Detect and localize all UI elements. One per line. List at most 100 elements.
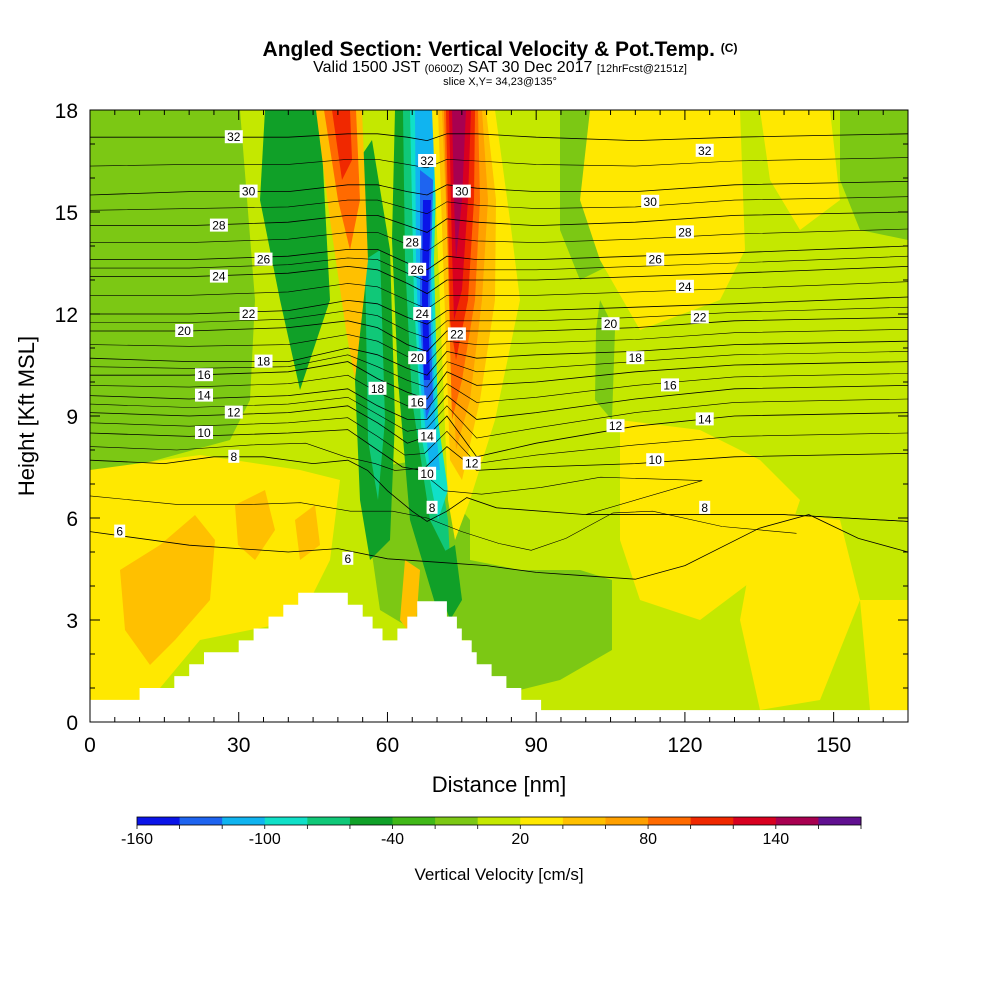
contour-label: 22 xyxy=(693,310,707,324)
theta-contour-26 xyxy=(90,245,908,271)
theta-contour-30 xyxy=(90,181,908,196)
contour-label: 24 xyxy=(416,307,430,321)
contour-label-bg xyxy=(403,235,422,249)
contour-label: 8 xyxy=(701,501,708,515)
contour-label-bg xyxy=(699,500,711,514)
chart-title-block: Angled Section: Vertical Velocity & Pot.… xyxy=(0,36,1000,88)
contour-label: 14 xyxy=(197,389,211,403)
colorbar-tick-label: 20 xyxy=(511,831,529,848)
contour-label-bg xyxy=(462,456,481,470)
contour-label: 6 xyxy=(344,552,351,566)
y-axis-title: Height [Kft MSL] xyxy=(14,336,39,496)
colorbar-swatch xyxy=(562,817,606,825)
contour-label: 12 xyxy=(609,419,623,433)
contour-label: 18 xyxy=(629,351,643,365)
contour-label: 20 xyxy=(178,324,192,338)
contour-label-bg xyxy=(175,324,194,337)
colorbar-tick-label: 140 xyxy=(762,831,789,848)
contour-label: 14 xyxy=(420,429,434,443)
theta-contours xyxy=(90,133,908,580)
contour-label-bg xyxy=(695,412,714,426)
x-tick-label: 0 xyxy=(84,734,96,757)
contour-label: 20 xyxy=(604,317,618,331)
contour-label-bg xyxy=(606,419,625,433)
theta-contour-28 xyxy=(90,211,908,233)
contour-label: 30 xyxy=(242,185,256,199)
colorbar-frame xyxy=(136,816,862,826)
valid-zulu: (0600Z) xyxy=(424,63,464,75)
contour-label-bg xyxy=(209,269,228,283)
contour-label-bg xyxy=(601,317,620,331)
colorbar-swatch xyxy=(690,817,734,825)
valid-date: SAT 30 Dec 2017 xyxy=(467,59,593,76)
colorbar-tick-label: -160 xyxy=(121,831,153,848)
contour-labels: 32 30 28 26 24 22 20 18 16 14 12 10 8 6 6 18 32 30 28 26 24 2… xyxy=(114,130,714,566)
title-unit: (C) xyxy=(720,41,738,55)
contour-label: 8 xyxy=(429,501,436,515)
y-tick-label: 15 xyxy=(55,202,78,225)
colorbar-swatch xyxy=(392,817,436,825)
theta-contour-minor xyxy=(90,373,908,410)
contour-label: 20 xyxy=(411,351,425,365)
contour-label-bg xyxy=(695,143,714,157)
contour-label-bg xyxy=(418,154,437,167)
y-tick-label: 3 xyxy=(66,610,78,633)
contour-label-bg xyxy=(114,524,126,538)
theta-contour-minor xyxy=(90,417,908,464)
contour-label-bg xyxy=(675,279,694,293)
colorbar-title: Vertical Velocity [cm/s] xyxy=(414,865,583,884)
colorbar-swatch xyxy=(477,817,521,825)
contour-label: 22 xyxy=(450,327,464,341)
contour-label: 16 xyxy=(663,378,677,392)
contour-label: 24 xyxy=(212,270,226,284)
terrain xyxy=(90,592,908,722)
colorbar-swatch xyxy=(818,817,862,825)
x-tick-label: 120 xyxy=(667,734,702,757)
colorbar-swatch xyxy=(520,817,564,825)
contour-label: 18 xyxy=(257,355,271,369)
theta-contour-minor xyxy=(90,396,908,439)
theta-contour-22 xyxy=(90,296,908,325)
contour-label: 12 xyxy=(227,406,241,420)
contour-label: 12 xyxy=(465,457,479,471)
colorbar-swatch xyxy=(264,817,308,825)
contour-label-bg xyxy=(224,130,243,144)
contour-label: 16 xyxy=(197,368,211,382)
contour-label-bg xyxy=(228,449,240,463)
theta-contour-minor xyxy=(90,495,797,551)
contour-label-bg xyxy=(646,453,665,467)
colorbar-swatch xyxy=(435,817,479,825)
theta-contour-32 xyxy=(90,133,908,142)
contour-label-bg xyxy=(408,351,427,365)
contour-label-bg xyxy=(195,426,213,439)
contour-label-bg xyxy=(641,194,660,208)
contour-label-bg xyxy=(413,307,432,320)
theta-contour-16 xyxy=(90,361,908,400)
y-tick-label: 0 xyxy=(66,712,78,735)
contour-label-bg xyxy=(661,378,679,392)
theta-contour-minor xyxy=(90,306,908,339)
contour-label: 8 xyxy=(230,450,237,464)
y-tick-label: 18 xyxy=(55,100,78,123)
theta-contour-24 xyxy=(90,265,908,295)
contour-label: 10 xyxy=(649,453,663,467)
theta-contour-20 xyxy=(90,317,908,352)
y-tick-label: 6 xyxy=(66,508,78,531)
slice-info: slice X,Y= 34,23@135° xyxy=(443,76,557,88)
x-axis-title: Distance [nm] xyxy=(432,772,567,797)
colorbar xyxy=(136,816,862,829)
contour-label-bg xyxy=(254,354,273,368)
x-tick-label: 90 xyxy=(525,734,548,757)
contour-label-bg xyxy=(239,307,258,320)
contour-label: 10 xyxy=(420,467,434,481)
theta-contour-minor xyxy=(90,196,908,215)
contour-label: 32 xyxy=(420,154,434,168)
contour-label-bg xyxy=(254,252,273,266)
x-tick-label: 60 xyxy=(376,734,399,757)
colorbar-swatch xyxy=(137,817,181,825)
theta-contour-14 xyxy=(90,385,908,420)
colorbar-swatch xyxy=(222,817,266,825)
colorbar-tick-labels: -160 -100 -40 20 80 140 xyxy=(121,831,789,848)
colorbar-tick-label: -40 xyxy=(381,831,404,848)
contour-label: 26 xyxy=(257,253,271,267)
